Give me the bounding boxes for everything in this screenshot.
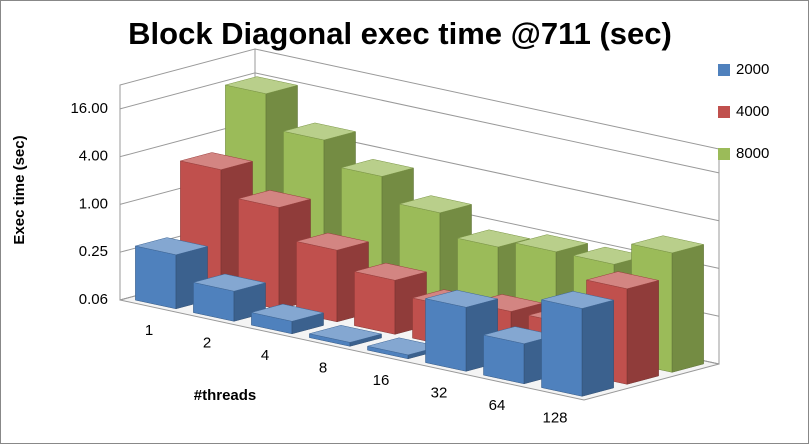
y-tick-label: 4.00 [79, 148, 108, 165]
x-tick-label: 4 [261, 347, 269, 364]
bar [251, 303, 324, 335]
bar-top [238, 190, 311, 208]
x-tick-label: 128 [542, 410, 567, 427]
bar-top [296, 232, 369, 251]
plot-area: 0.06 0.25 1.00 4.00 16.00 1 2 4 8 16 32 64 128 [70, 48, 720, 427]
bar-top [180, 152, 253, 170]
legend-label: 4000 [736, 103, 769, 120]
bar-top [225, 76, 298, 94]
bar-top [457, 229, 530, 248]
bar-top [135, 237, 208, 256]
bar-top [425, 289, 498, 308]
legend-swatch [718, 106, 730, 118]
bar-top [541, 291, 614, 309]
x-tick-label: 64 [489, 397, 506, 414]
bar [296, 232, 369, 323]
bar-top [515, 234, 588, 253]
y-axis-label: Exec time (sec) [11, 135, 28, 244]
legend-label: 2000 [736, 61, 769, 78]
bar-front [425, 298, 467, 372]
bar-front [135, 245, 177, 310]
chart-title: Block Diagonal exec time @711 (sec) [128, 16, 672, 51]
y-tick-label: 0.06 [79, 291, 108, 308]
bar-top [399, 195, 472, 214]
bar-top [309, 325, 382, 343]
bar-top [341, 159, 414, 177]
grid-line [119, 72, 720, 174]
bar [309, 325, 382, 347]
x-tick-label: 2 [203, 335, 211, 352]
bar-side [671, 244, 704, 373]
bar-top [354, 262, 427, 281]
legend-swatch [718, 64, 730, 76]
bar-top [251, 303, 324, 322]
y-tick-label: 16.00 [70, 100, 108, 117]
legend: 2000 4000 8000 [718, 61, 769, 162]
bar-front [541, 299, 583, 397]
y-tick-label: 1.00 [79, 195, 108, 212]
bar [354, 262, 427, 335]
legend-swatch [718, 148, 730, 160]
bar-front [354, 271, 396, 335]
bar-top [586, 271, 659, 290]
legend-label: 8000 [736, 145, 769, 162]
x-tick-label: 1 [145, 322, 153, 339]
y-tick-label: 0.25 [79, 243, 108, 260]
x-axis-label: #threads [194, 387, 257, 404]
bar-top [283, 122, 356, 141]
x-tick-label: 16 [373, 372, 390, 389]
x-tick-label: 8 [319, 360, 327, 377]
bar [483, 326, 556, 385]
bar [541, 291, 614, 397]
bar-top [193, 273, 266, 292]
bar-side [581, 299, 614, 397]
bar-top [631, 235, 704, 254]
x-tick-label: 32 [431, 385, 448, 402]
bar-side [626, 280, 659, 385]
